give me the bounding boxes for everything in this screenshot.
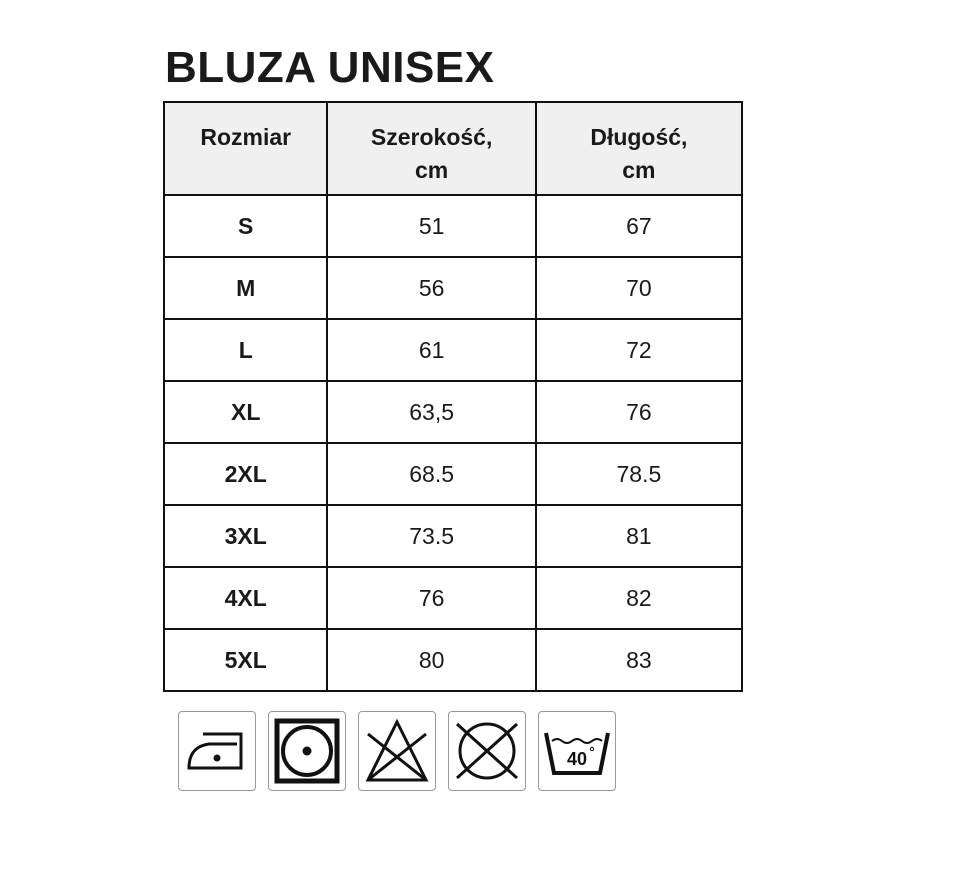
tumble-dry-low-icon xyxy=(268,711,346,791)
size-table: Rozmiar Szerokość, cm Długość, cm S 51 67 M 56… xyxy=(162,101,744,692)
width-cell: 73.5 xyxy=(326,504,537,568)
width-cell: 68.5 xyxy=(326,442,537,506)
width-cell: 76 xyxy=(326,566,537,630)
width-cell: 63,5 xyxy=(326,380,537,444)
length-cell: 70 xyxy=(534,256,744,320)
wash-temperature: 40 xyxy=(567,749,587,769)
table-row: XL 63,5 76 xyxy=(162,380,744,444)
iron-low-heat-icon xyxy=(178,711,256,791)
width-cell: 51 xyxy=(326,194,537,258)
width-cell: 80 xyxy=(326,628,537,692)
width-cell: 61 xyxy=(326,318,537,382)
length-cell: 81 xyxy=(534,504,744,568)
length-cell: 72 xyxy=(534,318,744,382)
size-cell: S xyxy=(162,194,329,258)
do-not-dry-clean-icon xyxy=(448,711,526,791)
length-cell: 76 xyxy=(534,380,744,444)
size-cell: L xyxy=(162,318,329,382)
table-row: 2XL 68.5 78.5 xyxy=(162,442,744,506)
table-header-row: Rozmiar Szerokość, cm Długość, cm xyxy=(162,101,744,196)
width-cell: 56 xyxy=(326,256,537,320)
length-cell: 83 xyxy=(534,628,744,692)
table-row: S 51 67 xyxy=(162,194,744,258)
size-cell: 3XL xyxy=(162,504,329,568)
header-width-label: Szerokość, xyxy=(370,124,493,150)
do-not-bleach-icon xyxy=(358,711,436,791)
header-size: Rozmiar xyxy=(162,101,329,196)
table-row: 4XL 76 82 xyxy=(162,566,744,630)
care-icons: 40 xyxy=(178,711,616,791)
table-row: L 61 72 xyxy=(162,318,744,382)
wash-40-icon: 40 xyxy=(538,711,616,791)
length-cell: 82 xyxy=(534,566,744,630)
header-length: Długość, cm xyxy=(534,101,744,196)
size-cell: M xyxy=(162,256,329,320)
size-cell: 4XL xyxy=(162,566,329,630)
header-length-label: Długość, xyxy=(590,124,688,150)
header-width-unit: cm xyxy=(415,157,449,183)
table-row: 3XL 73.5 81 xyxy=(162,504,744,568)
header-size-label: Rozmiar xyxy=(200,124,292,150)
table-row: M 56 70 xyxy=(162,256,744,320)
size-cell: 5XL xyxy=(162,628,329,692)
header-width: Szerokość, cm xyxy=(326,101,537,196)
page-title: BLUZA UNISEX xyxy=(165,43,495,92)
size-cell: XL xyxy=(162,380,329,444)
length-cell: 78.5 xyxy=(534,442,744,506)
length-cell: 67 xyxy=(534,194,744,258)
header-length-unit: cm xyxy=(622,157,656,183)
table-row: 5XL 80 83 xyxy=(162,628,744,692)
size-cell: 2XL xyxy=(162,442,329,506)
